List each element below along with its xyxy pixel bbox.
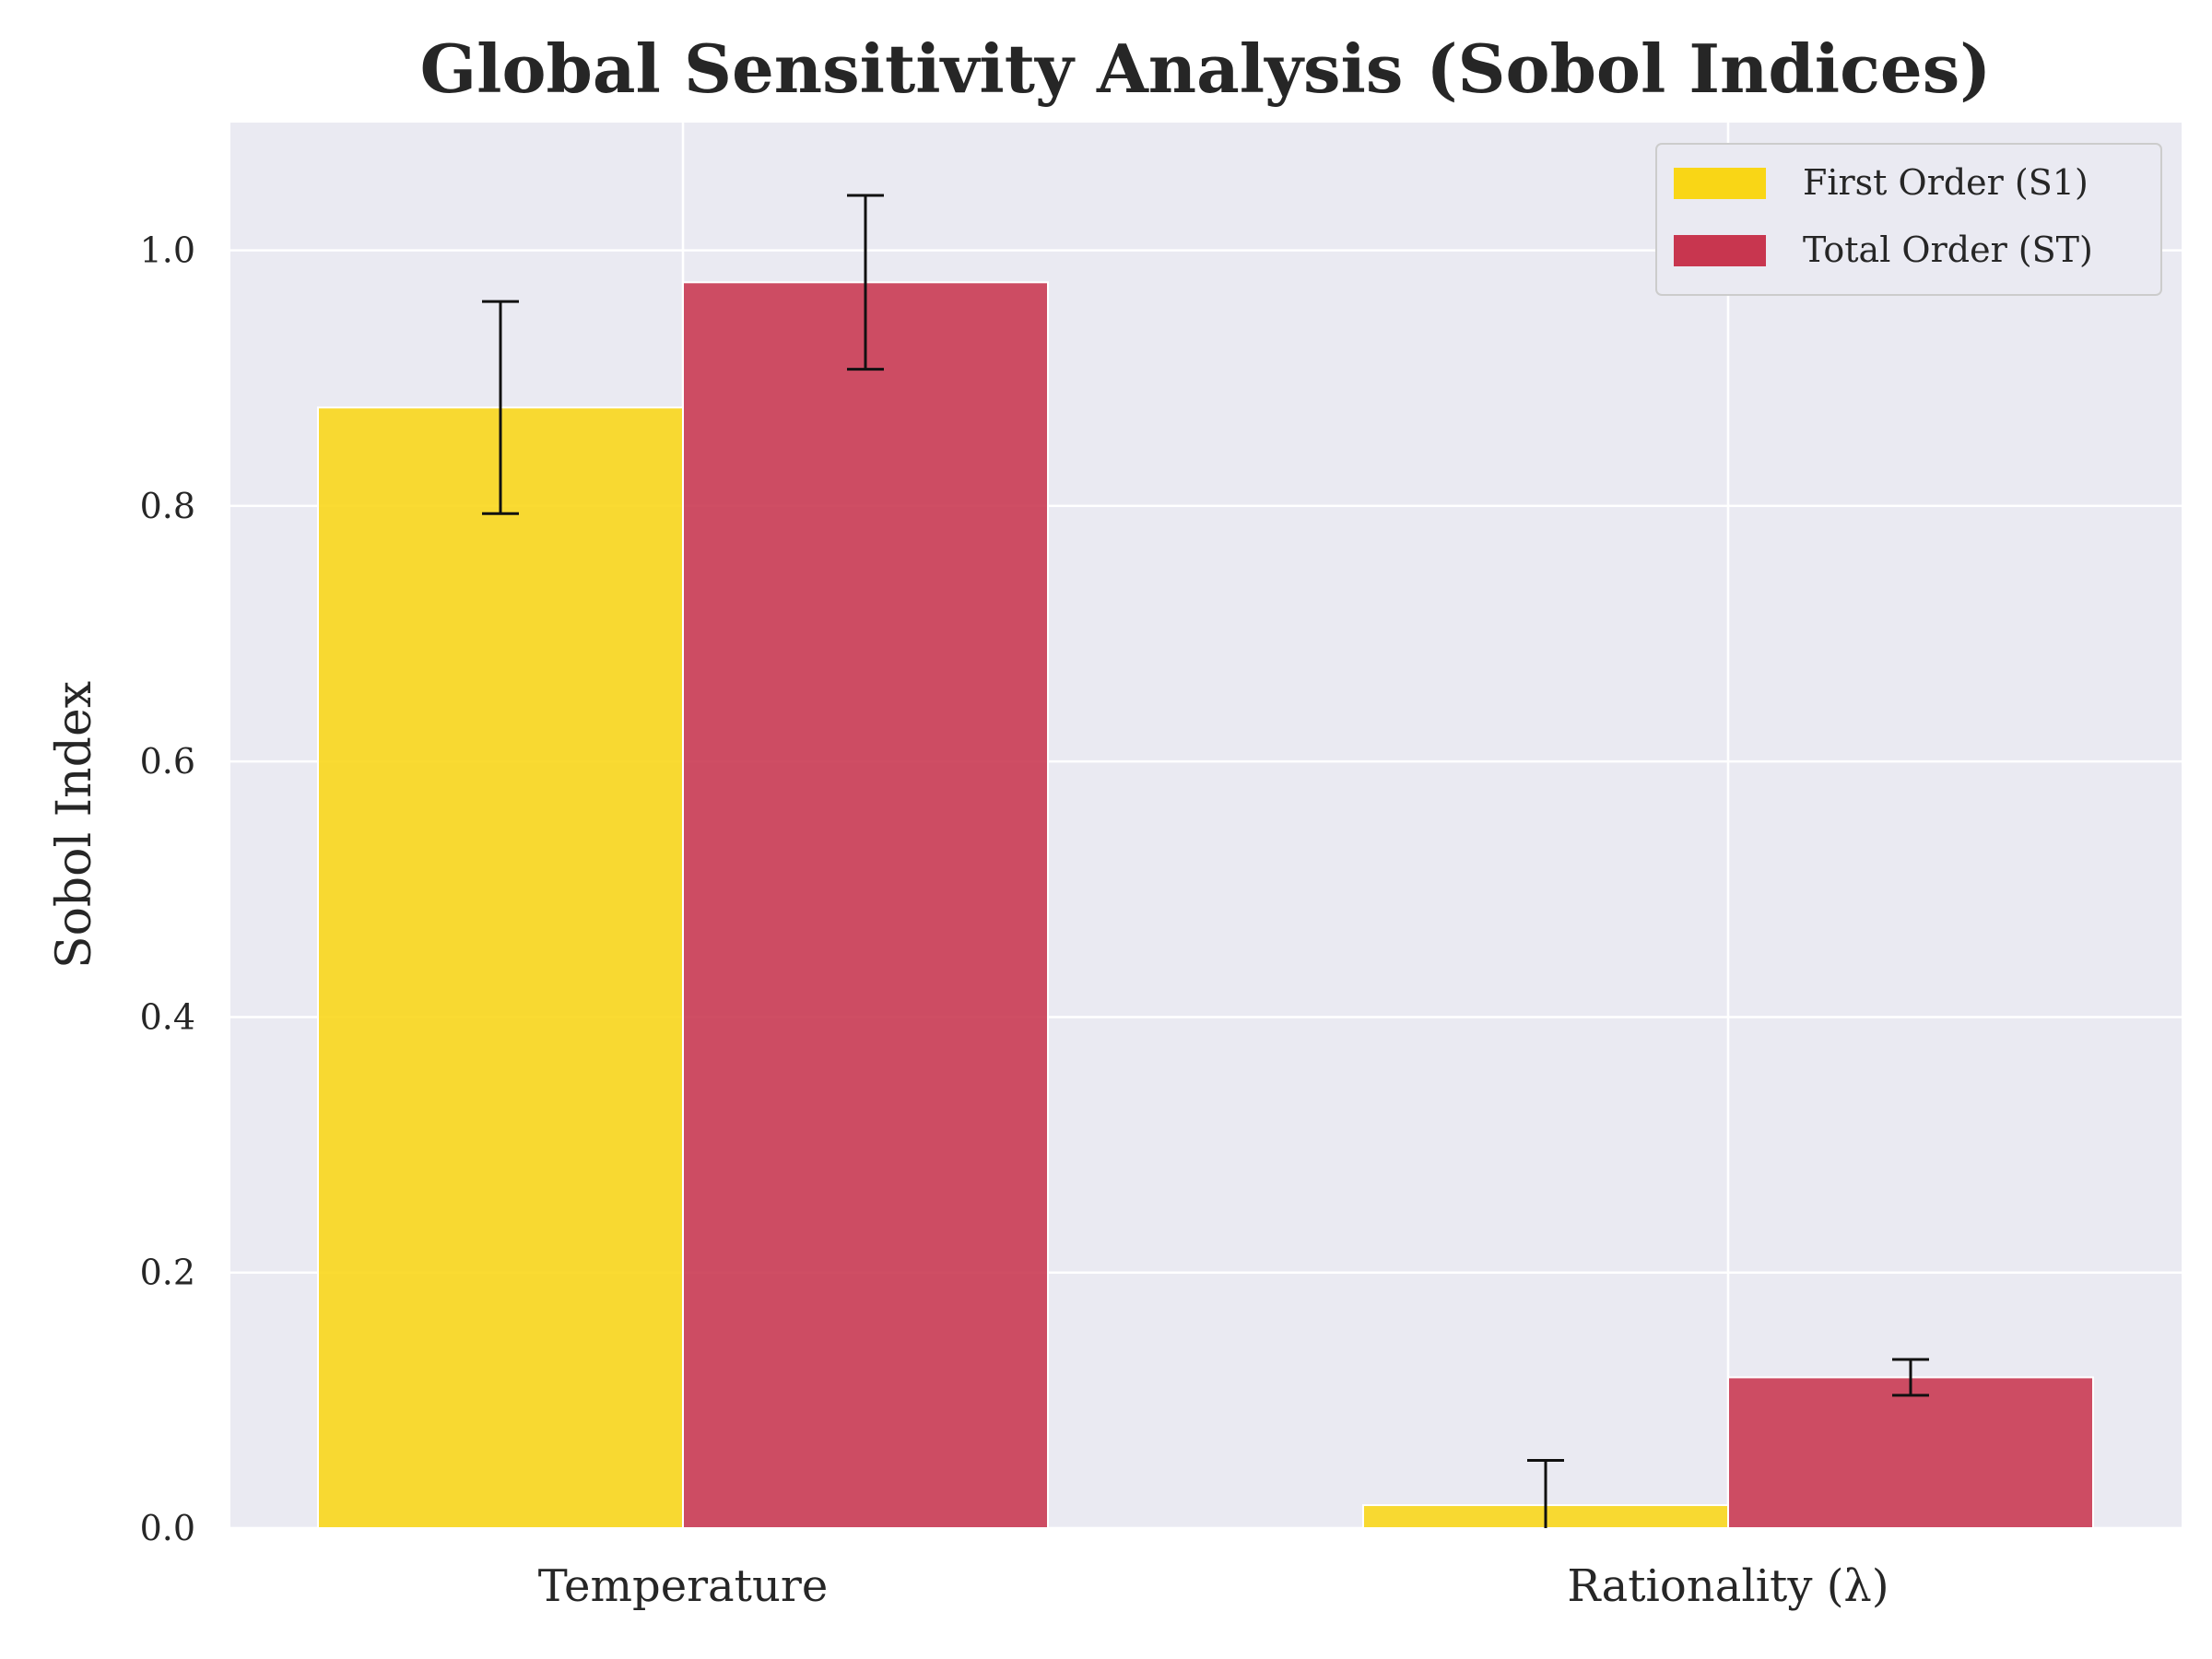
bar-st-1 [1727,1376,2094,1529]
y-tick-label: 1.0 [140,230,195,271]
y-tick-label: 0.4 [140,996,195,1037]
legend-label-st: Total Order (ST) [1803,229,2093,270]
y-tick-label: 0.0 [140,1508,195,1548]
bar-s1-0 [317,406,684,1530]
error-bars [482,194,1929,1528]
bars [317,281,2094,1530]
x-tick-label: Rationality (λ) [1567,1560,1888,1612]
legend-swatch-s1 [1674,168,1766,199]
y-tick-label: 0.6 [140,741,195,782]
legend-label-s1: First Order (S1) [1803,162,2088,203]
chart-title: Global Sensitivity Analysis (Sobol Indic… [420,29,1992,108]
y-tick-label: 0.2 [140,1253,195,1293]
x-tick-label: Temperature [538,1560,828,1612]
legend-box [1655,143,2162,296]
legend: First Order (S1) Total Order (ST) [1655,143,2162,296]
bar-st-0 [682,281,1049,1530]
y-axis-label: Sobol Index [47,681,102,969]
legend-swatch-st [1674,235,1766,266]
y-tick-label: 0.8 [140,486,195,526]
tick-labels: 0.0 0.2 0.4 0.6 0.8 1.0 Temperature Rationality… [140,230,1889,1612]
